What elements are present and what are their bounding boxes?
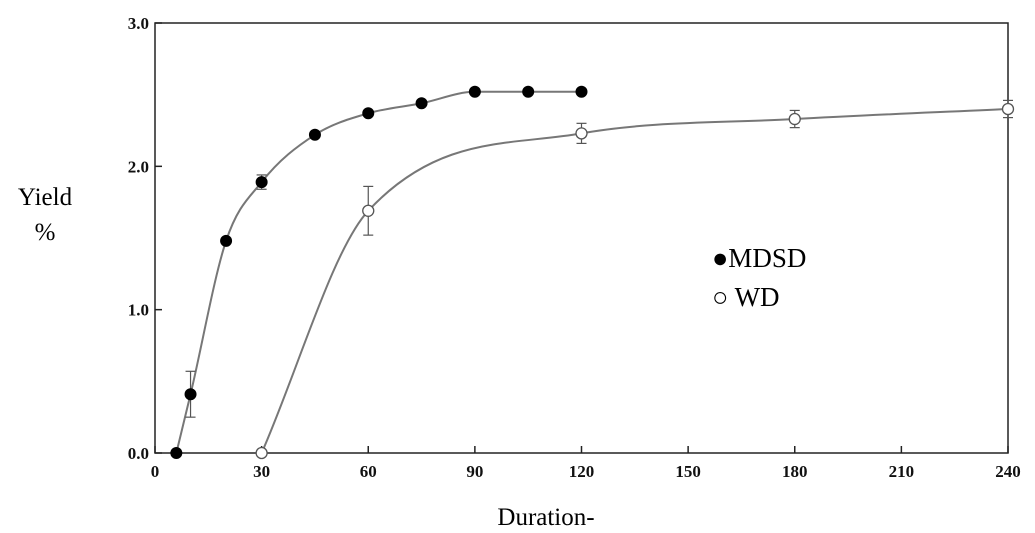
y-tick-label: 3.0: [128, 14, 149, 33]
data-point-wd: [255, 446, 268, 460]
x-tick-label: 240: [995, 462, 1021, 481]
x-tick-label: 30: [253, 462, 270, 481]
data-point-mdsd: [308, 128, 321, 141]
y-tick-label: 0.0: [128, 444, 149, 463]
y-axis-ticks: 0.0 1.0 2.0 3.0: [128, 14, 162, 463]
data-point-mdsd: [255, 176, 268, 189]
x-tick-label: 150: [675, 462, 701, 481]
x-tick-label: 60: [360, 462, 377, 481]
y-axis-title-line2: %: [35, 219, 56, 246]
data-point-wd: [575, 127, 588, 140]
x-tick-label: 180: [782, 462, 808, 481]
y-tick-label: 1.0: [128, 301, 149, 320]
data-point-mdsd: [415, 97, 428, 110]
x-tick-label: 120: [569, 462, 595, 481]
x-axis-title: Duration-: [497, 504, 594, 531]
x-tick-label: 90: [466, 462, 483, 481]
data-point-mdsd: [220, 234, 233, 247]
legend-item-wd: ○ WD: [712, 282, 780, 312]
y-tick-label: 2.0: [128, 157, 149, 176]
data-point-wd: [362, 204, 375, 217]
data-point-mdsd: [575, 85, 588, 98]
x-tick-label: 210: [889, 462, 915, 481]
data-point-mdsd: [170, 447, 183, 459]
legend-item-mdsd: ●MDSD: [712, 243, 806, 273]
data-point-wd: [788, 112, 801, 126]
data-point-wd: [1001, 102, 1015, 116]
data-point-mdsd: [362, 107, 375, 120]
series-line-mdsd: [175, 90, 582, 454]
x-axis-ticks: 0 30 60 90 120 150 180 210 240: [151, 446, 1021, 481]
x-tick-label: 0: [151, 462, 160, 481]
data-point-mdsd: [522, 85, 535, 98]
data-markers: [170, 85, 1015, 460]
error-bars: [185, 99, 1013, 418]
series-line-wd: [260, 108, 1009, 454]
series-curves: [175, 90, 1009, 454]
data-point-mdsd: [468, 85, 481, 98]
data-point-mdsd: [184, 388, 197, 401]
y-axis-title-line1: Yield: [18, 184, 73, 211]
